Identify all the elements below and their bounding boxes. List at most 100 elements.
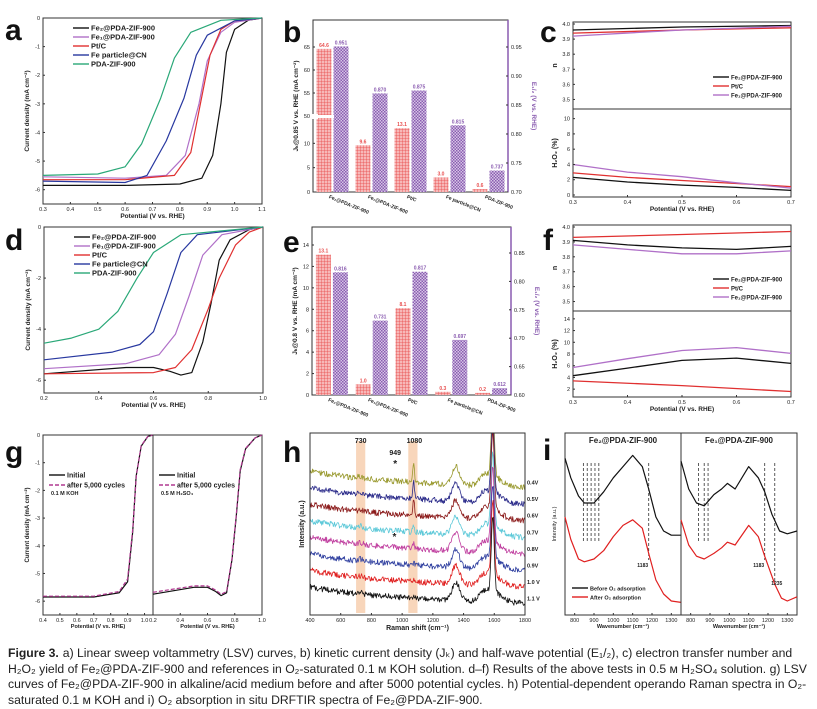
bar-value-label: 0.870 [374,87,387,93]
star-marker: * [393,459,397,470]
legend-label: Pt/C [731,85,744,91]
y-tick-label: 12 [303,264,309,270]
y-tick-label: 0.70 [511,190,522,196]
x-tick-label: 0.5 [94,207,102,213]
voltage-label: 1.0 V [527,580,540,586]
x-axis-label: Raman shift (cm⁻¹) [386,625,449,632]
panel-label-d: d [5,224,23,257]
y-tick-label: 0 [37,16,40,22]
category-label: PDA-ZIF-900 [484,194,514,211]
y-axis-label: Current density (mA cm⁻²) [25,269,32,350]
x-tick-label: 0.4 [95,396,103,402]
bar-e-half [452,339,468,395]
series-line-4 [42,17,263,176]
category-label: Fe particle@CN [445,194,482,214]
y-tick-label: -3 [35,516,40,522]
y-tick-label: -2 [35,73,40,79]
bar-value-label: 0.612 [493,382,506,388]
y-tick-label: 0.75 [511,161,522,167]
y-tick-label: 10 [303,286,309,292]
voltage-label: 0.9V [527,563,539,569]
x-tick-label: 1300 [781,618,793,624]
bar-value-label: 64.6 [319,43,329,49]
y-tick-label: 0.90 [511,74,522,80]
bottom-series-line-2 [572,163,792,189]
x-tick-label: 0.9 [124,618,132,624]
legend-label: Pt/C [91,42,107,51]
caption-label: Figure 3. [8,646,59,660]
x-tick-label: 1400 [457,618,469,624]
x-tick-label: 0.2 [40,396,48,402]
y-tick-label: 3.9 [562,37,570,43]
y-tick-label: 3.7 [562,270,570,276]
bar-e-half [333,46,349,192]
y-tick-label: 0 [567,193,570,199]
band-label-730: 730 [355,438,367,445]
x-tick-label: 1200 [646,618,658,624]
subpanel-title: Fe₁@PDA-ZIF-900 [705,436,774,445]
y-axis-label: Intensity (a.u.) [299,500,306,547]
y-tick-label: 0.95 [511,45,522,51]
x-tick-label: 800 [570,618,579,624]
legend-label: After O₂ adsorption [590,596,642,602]
series-line-2 [43,17,263,181]
x-tick-label: 1200 [762,618,774,624]
series-line-1 [564,516,682,603]
bar-jk [394,128,410,192]
bar-e-half [450,125,466,192]
y-tick-label: 14 [303,243,309,249]
y-tick-label: 0.75 [514,308,525,314]
x-tick-label: 1.0 [141,618,149,624]
panel-label-g: g [5,436,23,469]
peak-label-949: 949 [389,450,401,457]
plot-frame-g-0 [42,434,154,616]
top-series-line-2 [572,25,792,37]
band-label-1080: 1080 [407,438,423,445]
bar-value-label: 8.1 [400,302,407,308]
x-tick-label: 1200 [427,618,439,624]
bar-jk [433,177,449,192]
x-axis-label: Wavenumber (cm⁻¹) [597,623,649,630]
category-label: Fe₁@PDA-ZIF-900 [367,194,409,216]
bar-value-label: 0.731 [374,315,387,321]
y-tick-label: 14 [564,317,570,323]
bottom-series-line-0 [572,176,792,192]
y-axis-label: Intensity (a.u.) [552,506,558,541]
legend-label: Pt/C [92,251,108,260]
y-tick-label: 60 [304,68,310,74]
category-label: Fe particle@CN [447,397,484,417]
y-axis-label: Current density (mA cm⁻²) [24,70,31,151]
legend-label: Fe₂@PDA-ZIF-900 [91,24,155,33]
x-axis-label: Potential (V vs. RHE) [120,213,184,220]
x-tick-label: 0.8 [107,618,115,624]
bar-break-gap [317,115,334,118]
x-tick-label: 0.7 [90,618,98,624]
x-tick-label: 0.3 [39,207,47,213]
series-line-1 [43,434,154,597]
y-tick-label: -1 [35,461,40,467]
x-tick-label: 1.0 [259,396,267,402]
panel-label-e: e [283,226,300,259]
x-tick-label: 0.8 [204,396,212,402]
y-tick-label: -4 [35,544,40,550]
y-tick-label: 8 [567,132,570,138]
x-tick-label: 600 [336,618,345,624]
x-tick-label: 1800 [519,618,531,624]
voltage-label: 0.6V [527,514,539,520]
y-tick-label: -5 [35,159,40,165]
bar-value-label: 0.2 [479,387,486,393]
y-tick-label: 55 [304,91,310,97]
condition-label: 0.1 M KOH [51,491,79,497]
series-line-1 [152,434,263,595]
legend-label: Fe₂@PDA-ZIF-900 [731,278,783,284]
x-tick-label: 1.0 [258,618,266,624]
y-tick-label: 2 [567,178,570,184]
legend-label: after 5,000 cycles [177,483,235,490]
x-tick-label: 0.7 [787,400,795,406]
spectrum-line-7 [310,516,525,606]
top-series-line-0 [572,239,792,251]
bar-value-label: 3.0 [438,171,445,177]
y-tick-label: -4 [35,130,40,136]
bar-value-label: 13.1 [319,249,329,255]
highlight-band-0 [356,441,366,613]
